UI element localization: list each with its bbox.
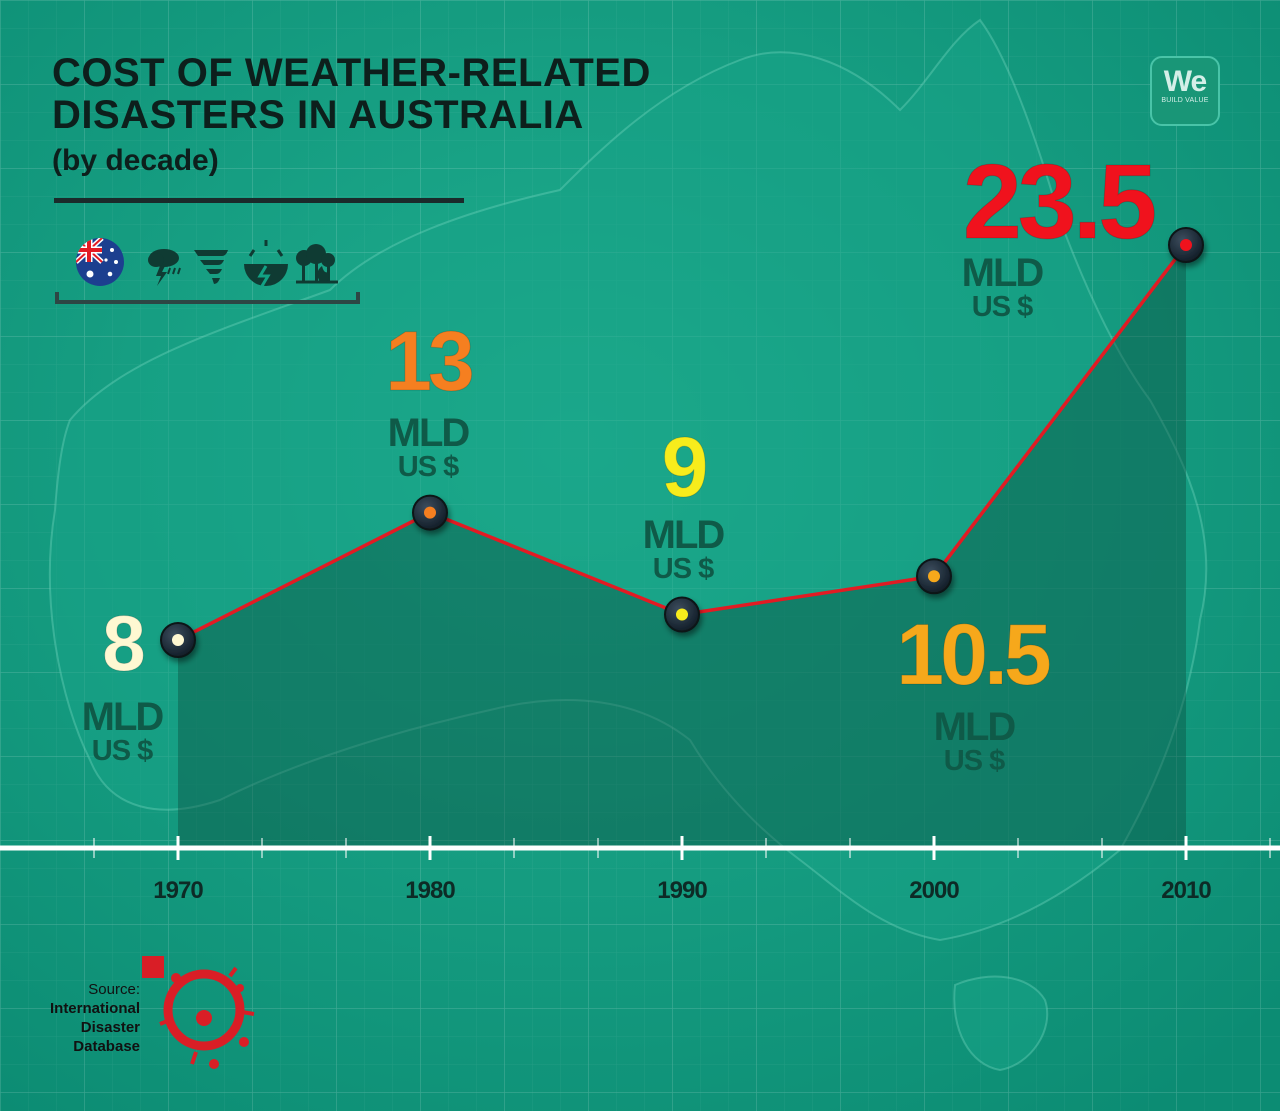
data-point-dot xyxy=(1180,239,1192,251)
paint-splatter-icon xyxy=(142,956,255,1069)
data-unit-label: MLD xyxy=(388,411,470,455)
source-line-2: Disaster xyxy=(80,1019,140,1036)
data-unit-label: MLD xyxy=(643,513,725,557)
data-point-dot xyxy=(424,506,436,519)
title-line-2: DISASTERS IN AUSTRALIA xyxy=(52,93,584,137)
data-value-label: 23.5 xyxy=(963,143,1154,261)
data-value-label: 10.5 xyxy=(896,607,1050,703)
data-currency-label: US $ xyxy=(92,735,153,767)
x-tick-label: 2010 xyxy=(1161,877,1211,904)
source-credit: Source: International Disaster Database xyxy=(30,980,140,1056)
chart-title: COST OF WEATHER-RELATED DISASTERS IN AUS… xyxy=(52,52,651,136)
data-currency-label: US $ xyxy=(972,291,1033,323)
data-point-dot xyxy=(928,570,940,583)
source-line-3: Database xyxy=(73,1038,140,1055)
source-line-1: International xyxy=(49,1000,140,1017)
earthquake-icon xyxy=(244,240,288,287)
x-tick-label: 1990 xyxy=(657,877,707,904)
x-tick-label: 1980 xyxy=(405,877,455,904)
hazard-icons xyxy=(76,238,338,287)
australia-map-outline xyxy=(48,18,1208,1072)
logo-text: We xyxy=(1163,65,1207,98)
data-point-dot xyxy=(676,608,688,621)
title-divider xyxy=(54,198,464,203)
data-value-label: 9 xyxy=(662,420,706,514)
source-label: Source: xyxy=(88,981,140,998)
tornado-icon xyxy=(194,250,228,284)
data-value-label: 8 xyxy=(102,599,143,687)
chart-subtitle: (by decade) xyxy=(52,144,219,177)
logo-tagline: BUILD VALUE xyxy=(1161,97,1209,104)
australia-flag-icon xyxy=(76,238,124,286)
data-currency-label: US $ xyxy=(398,451,459,483)
brand-logo: We BUILD VALUE xyxy=(1150,56,1220,126)
data-unit-label: MLD xyxy=(962,251,1044,295)
data-unit-label: MLD xyxy=(82,695,164,739)
data-point-dot xyxy=(172,634,184,646)
storm-icon xyxy=(148,249,181,286)
area-fill xyxy=(178,245,1186,848)
data-currency-label: US $ xyxy=(653,553,714,585)
data-value-label: 13 xyxy=(385,314,472,408)
bushfire-icon xyxy=(296,244,338,284)
title-line-1: COST OF WEATHER-RELATED xyxy=(52,51,651,95)
icons-bracket xyxy=(55,292,360,304)
x-tick-label: 1970 xyxy=(153,877,203,904)
x-tick-label: 2000 xyxy=(909,877,959,904)
data-currency-label: US $ xyxy=(944,745,1005,777)
data-unit-label: MLD xyxy=(934,705,1016,749)
